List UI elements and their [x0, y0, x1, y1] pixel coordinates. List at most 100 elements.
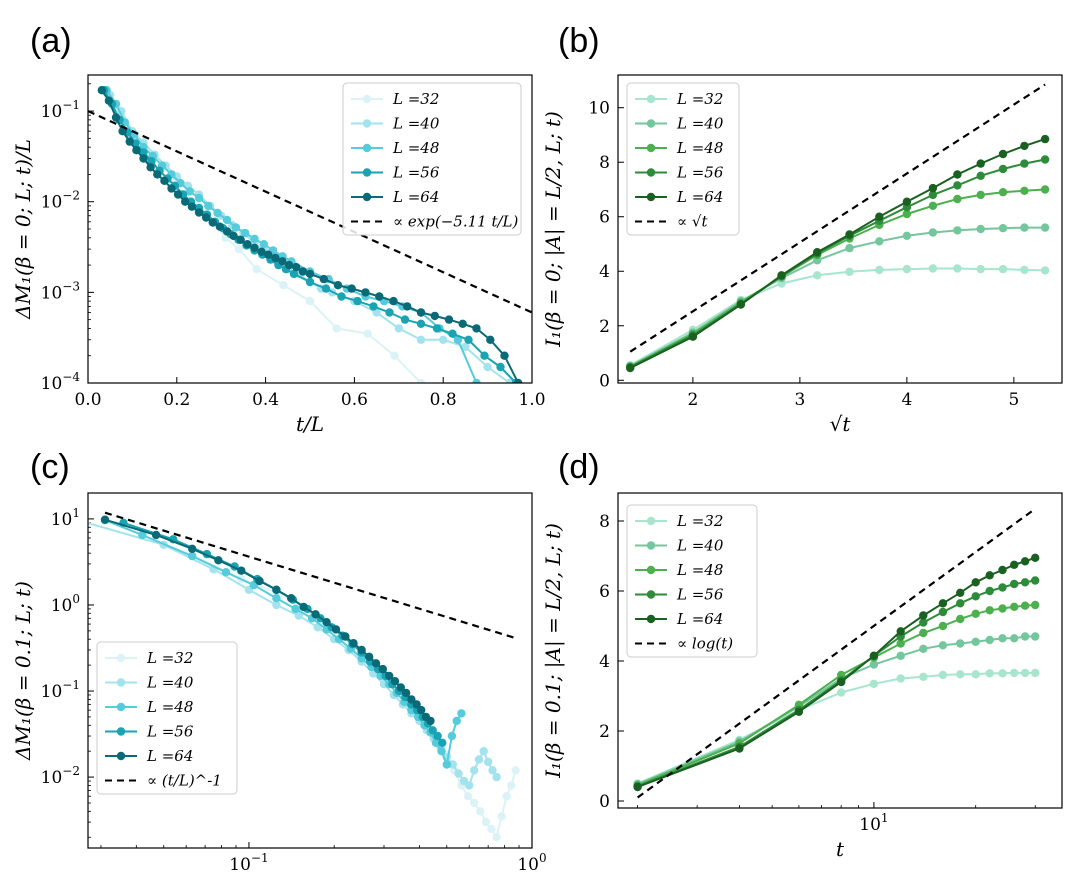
- data-point: [132, 146, 141, 155]
- series-group: [88, 511, 520, 842]
- legend-marker: [646, 143, 656, 153]
- data-point: [1020, 141, 1029, 151]
- legend-label: L =40: [676, 115, 724, 133]
- legend-label: L =48: [146, 698, 193, 716]
- data-point: [394, 324, 403, 333]
- x-tick-label: 3: [794, 390, 805, 410]
- panel-1: (b) √t I₁(β = 0; |A| = L/2, L; t) L =32 L =4…: [541, 22, 1063, 436]
- data-point: [487, 824, 496, 834]
- y-tick-label: 100: [51, 592, 80, 616]
- data-point: [869, 679, 879, 688]
- y-tick-label: 10−4: [41, 370, 81, 394]
- series-group: [626, 83, 1050, 373]
- y-tick-label: 0: [599, 792, 610, 812]
- legend-label: L =32: [676, 90, 723, 108]
- data-point: [476, 807, 485, 816]
- data-point: [194, 208, 204, 217]
- data-point: [292, 262, 301, 272]
- data-point: [956, 599, 965, 608]
- data-point: [433, 731, 442, 741]
- data-point: [412, 700, 421, 709]
- axes-frame: [87, 492, 533, 849]
- legend-marker: [116, 678, 126, 687]
- data-point: [416, 308, 426, 317]
- x-tick-label: 100: [517, 851, 546, 872]
- data-point: [902, 264, 912, 274]
- legend-label: L =32: [146, 649, 193, 667]
- data-point: [919, 644, 928, 653]
- legend-marker: [646, 516, 656, 526]
- data-point: [138, 530, 147, 540]
- data-point: [1020, 668, 1030, 678]
- data-point: [953, 264, 962, 273]
- data-point: [956, 639, 965, 648]
- legend-label: L =64: [676, 610, 723, 628]
- data-point: [1031, 600, 1040, 610]
- panel-label: (b): [558, 22, 600, 60]
- data-point: [1020, 601, 1030, 610]
- data-point: [243, 240, 252, 249]
- data-point: [928, 264, 938, 273]
- y-axis-label: ΔM₁(β = 0; L; t)/L: [11, 139, 35, 320]
- data-point: [322, 618, 331, 627]
- data-point: [332, 324, 341, 333]
- data-point: [452, 716, 461, 726]
- data-point: [896, 651, 905, 660]
- series-line-5: [88, 110, 532, 314]
- data-point: [396, 683, 405, 692]
- data-point: [431, 738, 441, 747]
- data-point: [294, 611, 303, 620]
- data-point: [998, 604, 1007, 613]
- y-tick-label: 10−1: [41, 98, 80, 122]
- data-point: [472, 378, 481, 383]
- data-point: [998, 669, 1007, 678]
- data-point: [298, 267, 308, 276]
- y-tick-label: 2: [599, 317, 610, 337]
- legend-label: ∝ √t: [677, 213, 708, 231]
- data-point: [998, 634, 1007, 643]
- data-point: [250, 234, 259, 243]
- y-tick-label: 6: [599, 582, 610, 602]
- legend-label: L =56: [676, 586, 724, 604]
- data-point: [231, 223, 241, 232]
- data-point: [971, 609, 980, 618]
- data-point: [813, 248, 822, 257]
- data-point: [928, 183, 938, 193]
- legend-marker: [646, 590, 656, 599]
- y-tick-label: 4: [599, 262, 610, 282]
- data-point: [985, 669, 994, 678]
- data-point: [188, 544, 197, 553]
- data-point: [241, 228, 250, 238]
- x-axis-label: √t: [830, 412, 852, 436]
- data-point: [321, 284, 331, 293]
- data-point: [902, 209, 912, 219]
- data-point: [976, 190, 985, 200]
- legend-label: L =32: [676, 512, 723, 530]
- data-point: [1040, 185, 1050, 194]
- data-point: [985, 586, 994, 596]
- data-point: [1010, 560, 1019, 569]
- y-axis-label: I₁(β = 0; |A| = L/2, L; t): [541, 111, 566, 348]
- data-point: [956, 670, 965, 679]
- data-point: [201, 213, 211, 222]
- data-point: [1031, 668, 1040, 678]
- data-point: [222, 227, 232, 236]
- series-line-1: [629, 226, 1046, 367]
- data-point: [341, 632, 350, 641]
- data-point: [153, 170, 162, 179]
- legend: L =32 L =40 L =48 L =56 L =64 ∝ log(t): [626, 504, 758, 658]
- data-point: [375, 292, 384, 301]
- data-point: [221, 568, 231, 577]
- series-line-0: [637, 671, 1036, 785]
- data-point: [998, 565, 1007, 575]
- data-point: [333, 281, 343, 290]
- data-point: [976, 224, 985, 234]
- data-point: [390, 351, 399, 360]
- legend: L =32 L =40 L =48 L =56 L =64 ∝ (t/L)^-1: [96, 641, 238, 795]
- data-point: [439, 335, 448, 344]
- data-point: [454, 769, 463, 778]
- data-point: [214, 556, 223, 565]
- data-point: [735, 744, 744, 753]
